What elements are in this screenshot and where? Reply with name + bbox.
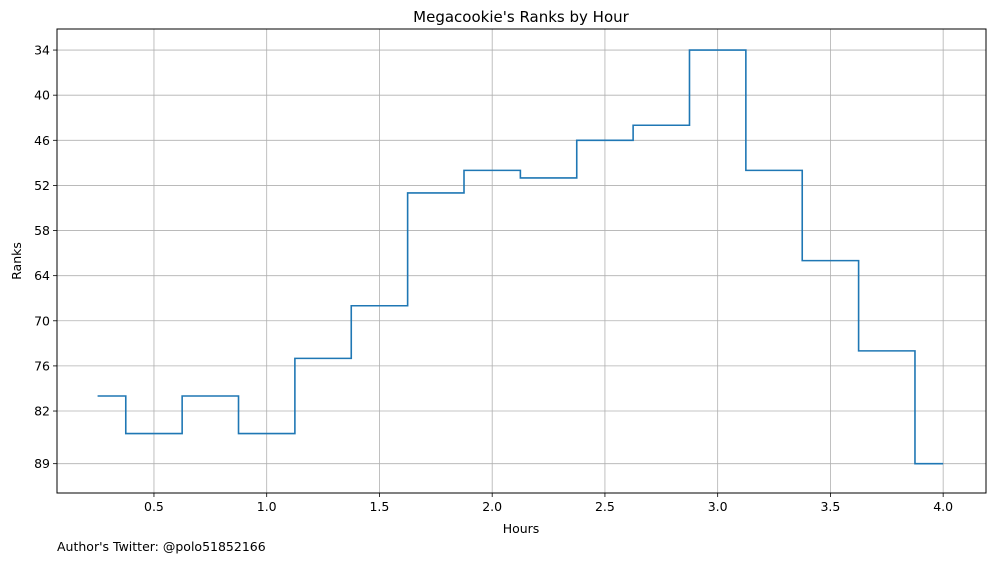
y-axis-ticks: 34 40 46 52 58 64 70 76 82 89 <box>34 43 57 471</box>
y-tick-label: 52 <box>34 178 50 193</box>
y-axis-label: Ranks <box>9 242 24 280</box>
x-tick-label: 1.0 <box>257 499 277 514</box>
author-caption: Author's Twitter: @polo51852166 <box>57 539 266 554</box>
y-tick-label: 76 <box>34 358 50 373</box>
y-tick-label: 82 <box>34 404 50 419</box>
x-tick-label: 2.0 <box>482 499 502 514</box>
y-tick-label: 40 <box>34 88 50 103</box>
y-tick-label: 34 <box>34 43 50 58</box>
x-axis-ticks: 0.5 1.0 1.5 2.0 2.5 3.0 3.5 4.0 <box>144 493 953 514</box>
y-tick-label: 64 <box>34 268 50 283</box>
y-tick-label: 58 <box>34 223 50 238</box>
chart-title: Megacookie's Ranks by Hour <box>413 8 629 26</box>
series-line <box>97 49 944 465</box>
plot-frame <box>56 28 987 494</box>
x-tick-label: 1.5 <box>369 499 389 514</box>
y-tick-label: 70 <box>34 313 50 328</box>
grid <box>57 29 986 493</box>
x-tick-label: 3.0 <box>708 499 728 514</box>
x-tick-label: 4.0 <box>933 499 953 514</box>
x-tick-label: 2.5 <box>595 499 615 514</box>
y-tick-label: 46 <box>34 133 50 148</box>
x-tick-label: 3.5 <box>820 499 840 514</box>
x-tick-label: 0.5 <box>144 499 164 514</box>
x-axis-label: Hours <box>503 521 540 536</box>
y-tick-label: 89 <box>34 456 50 471</box>
